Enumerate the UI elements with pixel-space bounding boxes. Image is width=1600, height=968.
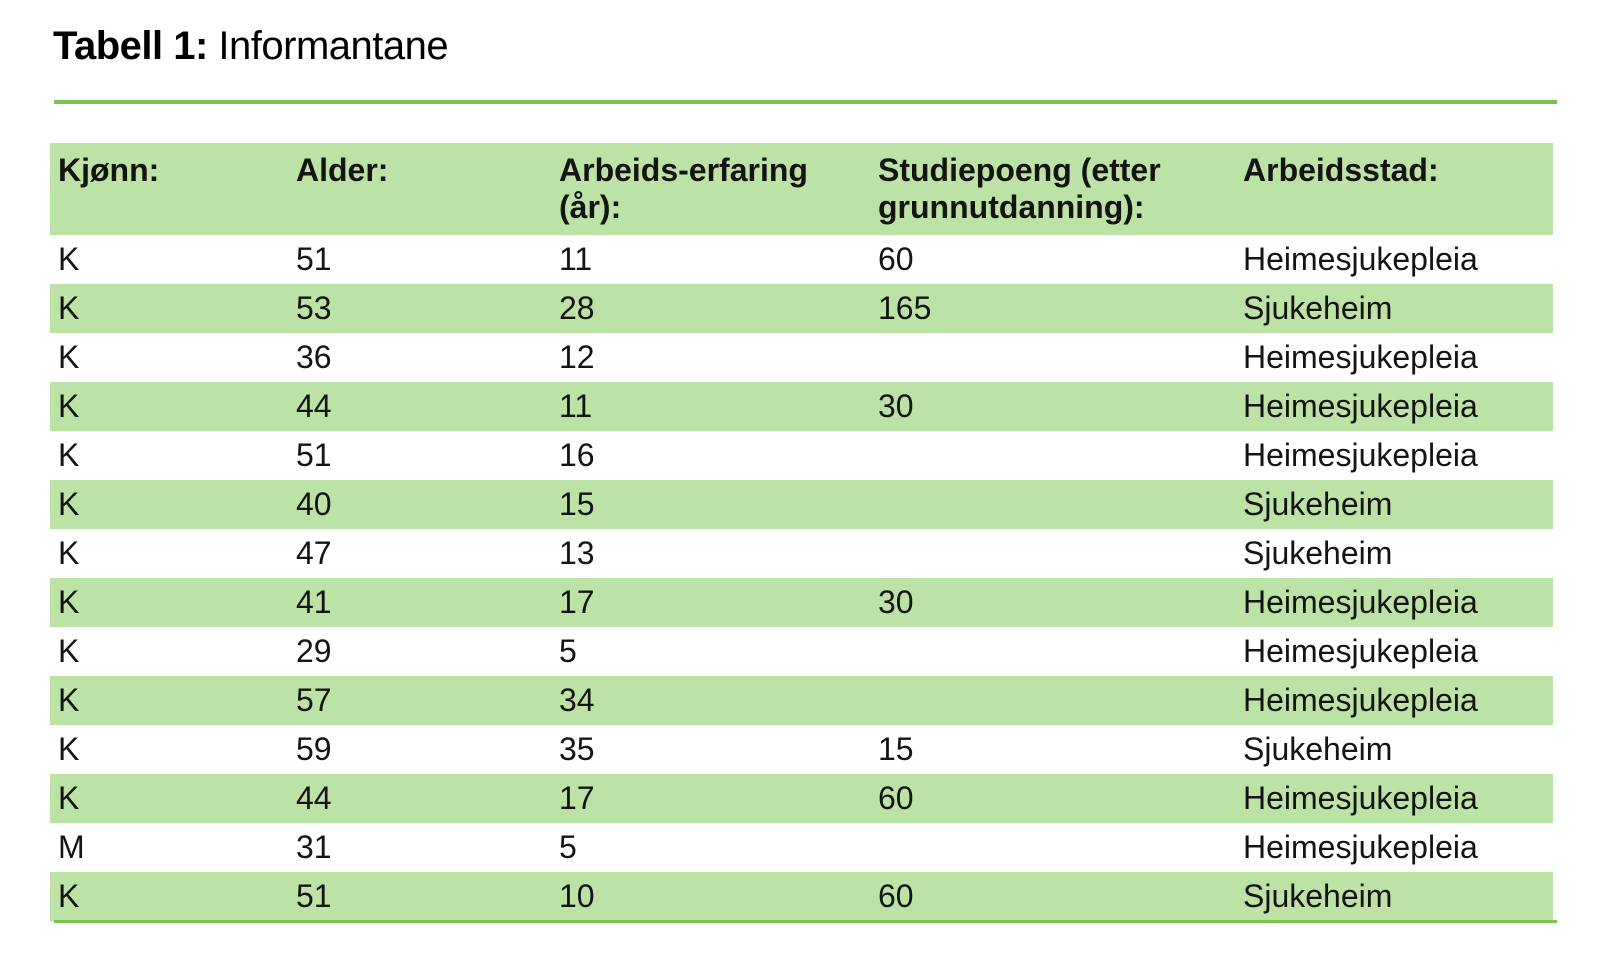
- table-cell: 11: [551, 234, 870, 284]
- table-cell: M: [50, 822, 288, 872]
- table-cell: 53: [288, 283, 551, 333]
- table-header-row: Kjønn: Alder: Arbeids-erfaring (år): Stu…: [50, 143, 1553, 235]
- top-divider-line: [54, 100, 1557, 104]
- table-cell: 10: [551, 871, 870, 921]
- table-cell: K: [50, 479, 288, 529]
- table-cell: K: [50, 332, 288, 382]
- table-cell: 35: [551, 724, 870, 774]
- table-cell: [870, 675, 1235, 725]
- table-cell: 13: [551, 528, 870, 578]
- table-cell: K: [50, 773, 288, 823]
- table-cell: 5: [551, 626, 870, 676]
- informants-table: Kjønn: Alder: Arbeids-erfaring (år): Stu…: [50, 143, 1553, 921]
- table-cell: Sjukeheim: [1235, 528, 1553, 578]
- table-cell: 60: [870, 773, 1235, 823]
- table-cell: Heimesjukepleia: [1235, 822, 1553, 872]
- table-cell: 11: [551, 381, 870, 431]
- table-cell: K: [50, 577, 288, 627]
- table-cell: K: [50, 626, 288, 676]
- table-cell: 57: [288, 675, 551, 725]
- table-row: K 41 17 30 Heimesjukepleia: [50, 577, 1553, 627]
- table-row: K 40 15 Sjukeheim: [50, 479, 1553, 529]
- table-row: K 47 13 Sjukeheim: [50, 528, 1553, 578]
- column-header-arbeidsstad: Arbeidsstad:: [1235, 143, 1553, 235]
- table-cell: 17: [551, 773, 870, 823]
- table-cell: 51: [288, 430, 551, 480]
- table-cell: 16: [551, 430, 870, 480]
- table-row: K 57 34 Heimesjukepleia: [50, 675, 1553, 725]
- table-cell: K: [50, 675, 288, 725]
- table-cell: Heimesjukepleia: [1235, 577, 1553, 627]
- table-cell: 28: [551, 283, 870, 333]
- column-header-alder: Alder:: [288, 143, 551, 235]
- table-cell: Heimesjukepleia: [1235, 773, 1553, 823]
- table-cell: 29: [288, 626, 551, 676]
- table-cell: 34: [551, 675, 870, 725]
- column-header-studiepoeng: Studiepoeng (etter grunnutdanning):: [870, 143, 1235, 235]
- table-row: K 53 28 165 Sjukeheim: [50, 283, 1553, 333]
- table-cell: 30: [870, 577, 1235, 627]
- table-row: K 51 10 60 Sjukeheim: [50, 871, 1553, 921]
- table-cell: 31: [288, 822, 551, 872]
- table-caption: Tabell 1: Informantane: [53, 24, 449, 68]
- table-cell: 51: [288, 871, 551, 921]
- table-row: K 51 11 60 Heimesjukepleia: [50, 234, 1553, 284]
- table-cell: 47: [288, 528, 551, 578]
- table-cell: [870, 332, 1235, 382]
- table-cell: Sjukeheim: [1235, 724, 1553, 774]
- bottom-divider-line: [54, 920, 1557, 923]
- table-cell: Heimesjukepleia: [1235, 430, 1553, 480]
- table-cell: Heimesjukepleia: [1235, 332, 1553, 382]
- table-cell: 59: [288, 724, 551, 774]
- table-cell: K: [50, 430, 288, 480]
- table-cell: 30: [870, 381, 1235, 431]
- table-caption-label: Tabell 1:: [53, 24, 208, 68]
- table-cell: [870, 822, 1235, 872]
- table-cell: K: [50, 234, 288, 284]
- table-cell: 165: [870, 283, 1235, 333]
- table-cell: Sjukeheim: [1235, 283, 1553, 333]
- table-cell: Heimesjukepleia: [1235, 626, 1553, 676]
- table-row: K 44 17 60 Heimesjukepleia: [50, 773, 1553, 823]
- table-cell: 40: [288, 479, 551, 529]
- table-cell: K: [50, 871, 288, 921]
- table-cell: 51: [288, 234, 551, 284]
- table-row: K 36 12 Heimesjukepleia: [50, 332, 1553, 382]
- column-header-arbeidserfaring: Arbeids-erfaring (år):: [551, 143, 870, 235]
- table-cell: 12: [551, 332, 870, 382]
- table-cell: 60: [870, 234, 1235, 284]
- table-body: K 51 11 60 Heimesjukepleia K 53 28 165 Sjukeheim K…: [50, 234, 1553, 921]
- table-cell: 44: [288, 773, 551, 823]
- table-caption-text: Informantane: [207, 24, 449, 68]
- table-cell: 15: [870, 724, 1235, 774]
- table-cell: 15: [551, 479, 870, 529]
- table-cell: 17: [551, 577, 870, 627]
- table-cell: [870, 479, 1235, 529]
- table-cell: Heimesjukepleia: [1235, 675, 1553, 725]
- table-cell: 36: [288, 332, 551, 382]
- table-cell: 41: [288, 577, 551, 627]
- table-row: K 29 5 Heimesjukepleia: [50, 626, 1553, 676]
- table-cell: [870, 430, 1235, 480]
- table-row: K 44 11 30 Heimesjukepleia: [50, 381, 1553, 431]
- table-cell: 60: [870, 871, 1235, 921]
- table-cell: Heimesjukepleia: [1235, 381, 1553, 431]
- table-cell: Sjukeheim: [1235, 871, 1553, 921]
- table-row: K 51 16 Heimesjukepleia: [50, 430, 1553, 480]
- table-row: M 31 5 Heimesjukepleia: [50, 822, 1553, 872]
- column-header-kjonn: Kjønn:: [50, 143, 288, 235]
- table-cell: Sjukeheim: [1235, 479, 1553, 529]
- table-row: K 59 35 15 Sjukeheim: [50, 724, 1553, 774]
- table-cell: Heimesjukepleia: [1235, 234, 1553, 284]
- table-cell: [870, 528, 1235, 578]
- table-cell: K: [50, 283, 288, 333]
- table-cell: K: [50, 381, 288, 431]
- table-cell: K: [50, 724, 288, 774]
- informants-table-container: Kjønn: Alder: Arbeids-erfaring (år): Stu…: [50, 143, 1553, 921]
- table-cell: 44: [288, 381, 551, 431]
- table-cell: 5: [551, 822, 870, 872]
- table-cell: [870, 626, 1235, 676]
- table-cell: K: [50, 528, 288, 578]
